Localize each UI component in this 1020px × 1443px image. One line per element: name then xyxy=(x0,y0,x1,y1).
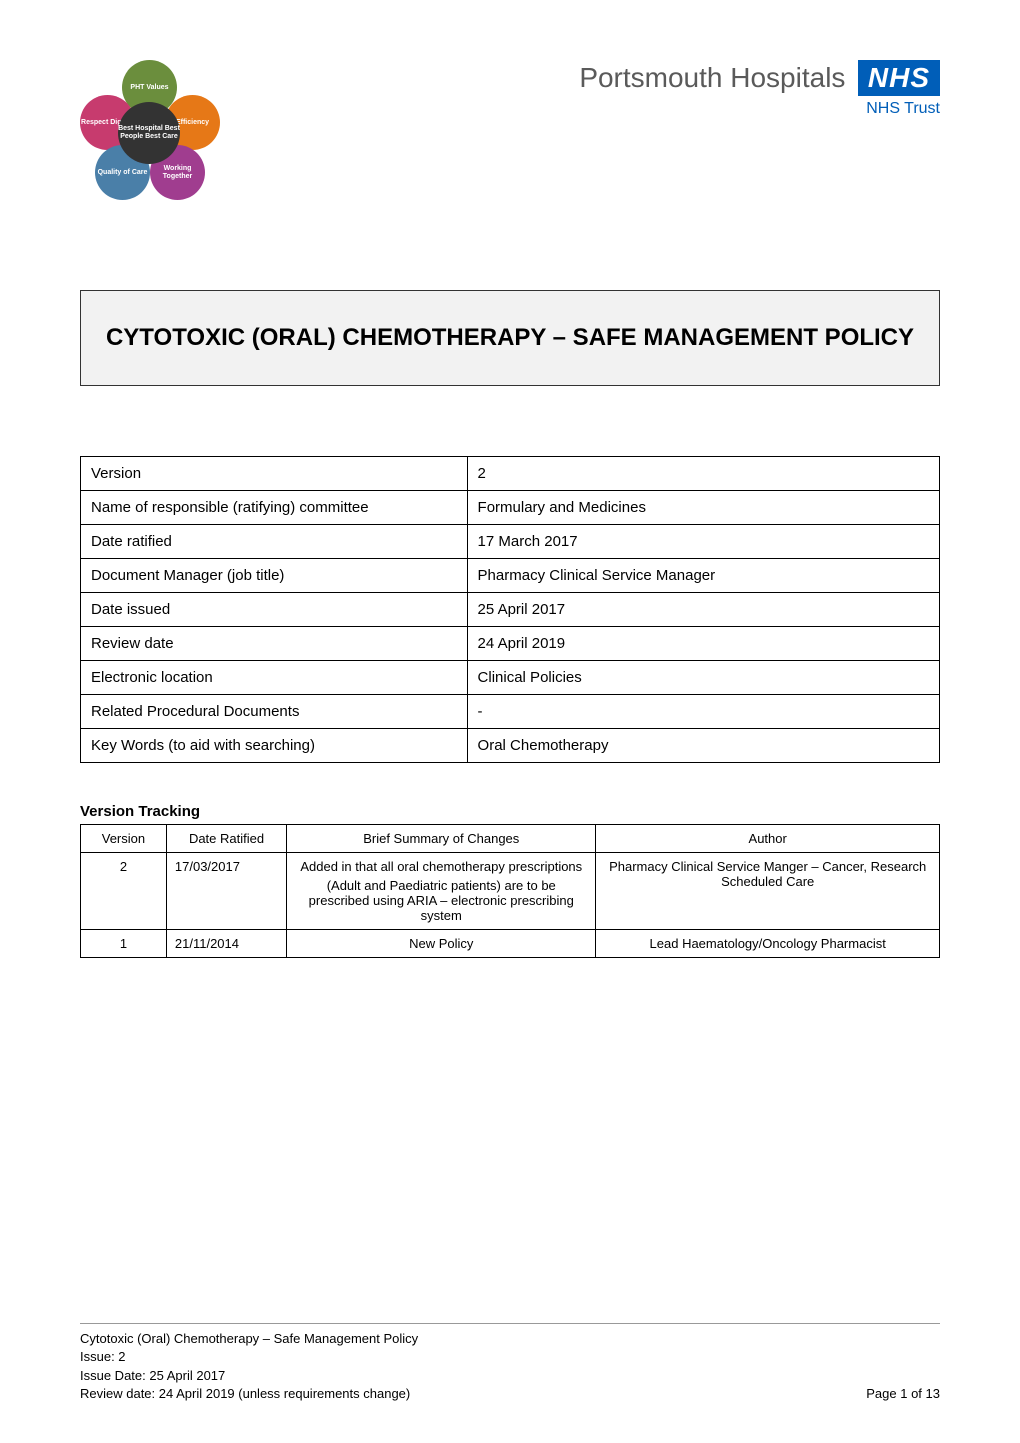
nhs-logo: Portsmouth Hospitals NHS NHS Trust xyxy=(579,60,940,118)
values-logo: PHT Values Respect Dignity Efficiency Qu… xyxy=(80,60,220,200)
footer: Cytotoxic (Oral) Chemotherapy – Safe Man… xyxy=(80,1323,940,1403)
col-header-summary: Brief Summary of Changes xyxy=(287,824,596,852)
meta-label: Version xyxy=(81,456,468,490)
meta-label: Name of responsible (ratifying) committe… xyxy=(81,490,468,524)
footer-page: Page 1 of 13 xyxy=(866,1385,940,1403)
version-tracking-heading: Version Tracking xyxy=(80,803,940,820)
table-row: Name of responsible (ratifying) committe… xyxy=(81,490,940,524)
meta-label: Date ratified xyxy=(81,524,468,558)
table-row: Key Words (to aid with searching) Oral C… xyxy=(81,728,940,762)
meta-label: Date issued xyxy=(81,592,468,626)
nhs-box-icon: NHS xyxy=(858,60,940,96)
meta-value: Oral Chemotherapy xyxy=(467,728,939,762)
meta-label: Document Manager (job title) xyxy=(81,558,468,592)
tracking-author: Pharmacy Clinical Service Manger – Cance… xyxy=(596,852,940,929)
footer-last-row: Review date: 24 April 2019 (unless requi… xyxy=(80,1385,940,1403)
table-row: Date ratified 17 March 2017 xyxy=(81,524,940,558)
table-row: Electronic location Clinical Policies xyxy=(81,660,940,694)
petal-center: Best Hospital Best People Best Care xyxy=(118,102,180,164)
table-row: Document Manager (job title) Pharmacy Cl… xyxy=(81,558,940,592)
meta-label: Related Procedural Documents xyxy=(81,694,468,728)
table-row: Review date 24 April 2019 xyxy=(81,626,940,660)
meta-label: Electronic location xyxy=(81,660,468,694)
meta-table: Version 2 Name of responsible (ratifying… xyxy=(80,456,940,763)
meta-value: Formulary and Medicines xyxy=(467,490,939,524)
footer-line: Issue: 2 xyxy=(80,1348,940,1366)
summary-line: (Adult and Paediatric patients) are to b… xyxy=(295,878,587,923)
meta-value: 25 April 2017 xyxy=(467,592,939,626)
org-name: Portsmouth Hospitals xyxy=(579,62,845,93)
col-header-date: Date Ratified xyxy=(166,824,286,852)
document-title: CYTOTOXIC (ORAL) CHEMOTHERAPY – SAFE MAN… xyxy=(101,321,919,355)
meta-value: 24 April 2019 xyxy=(467,626,939,660)
meta-value: Pharmacy Clinical Service Manager xyxy=(467,558,939,592)
meta-label: Key Words (to aid with searching) xyxy=(81,728,468,762)
table-row: 1 21/11/2014 New Policy Lead Haematology… xyxy=(81,929,940,957)
table-row: Related Procedural Documents - xyxy=(81,694,940,728)
version-tracking-table: Version Date Ratified Brief Summary of C… xyxy=(80,824,940,958)
nhs-subtitle: NHS Trust xyxy=(579,100,940,118)
table-row: Date issued 25 April 2017 xyxy=(81,592,940,626)
footer-line: Cytotoxic (Oral) Chemotherapy – Safe Man… xyxy=(80,1330,940,1348)
meta-value: 17 March 2017 xyxy=(467,524,939,558)
footer-review: Review date: 24 April 2019 (unless requi… xyxy=(80,1385,410,1403)
table-row: 2 17/03/2017 Added in that all oral chem… xyxy=(81,852,940,929)
tracking-summary: New Policy xyxy=(287,929,596,957)
col-header-version: Version xyxy=(81,824,167,852)
tracking-author: Lead Haematology/Oncology Pharmacist xyxy=(596,929,940,957)
table-row: Version 2 xyxy=(81,456,940,490)
table-header-row: Version Date Ratified Brief Summary of C… xyxy=(81,824,940,852)
header-row: PHT Values Respect Dignity Efficiency Qu… xyxy=(80,60,940,200)
tracking-date: 17/03/2017 xyxy=(166,852,286,929)
summary-line: Added in that all oral chemotherapy pres… xyxy=(295,859,587,874)
tracking-summary: Added in that all oral chemotherapy pres… xyxy=(287,852,596,929)
meta-label: Review date xyxy=(81,626,468,660)
meta-value: Clinical Policies xyxy=(467,660,939,694)
meta-value: 2 xyxy=(467,456,939,490)
tracking-version: 2 xyxy=(81,852,167,929)
footer-line: Issue Date: 25 April 2017 xyxy=(80,1367,940,1385)
col-header-author: Author xyxy=(596,824,940,852)
tracking-date: 21/11/2014 xyxy=(166,929,286,957)
title-box: CYTOTOXIC (ORAL) CHEMOTHERAPY – SAFE MAN… xyxy=(80,290,940,386)
tracking-version: 1 xyxy=(81,929,167,957)
meta-value: - xyxy=(467,694,939,728)
